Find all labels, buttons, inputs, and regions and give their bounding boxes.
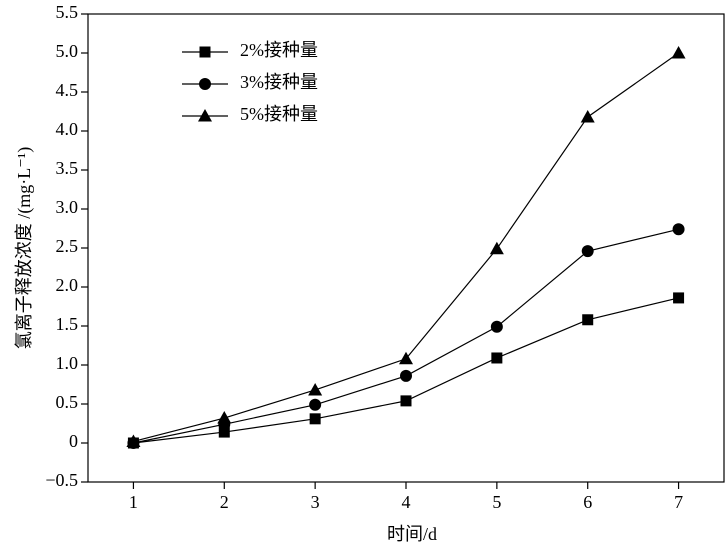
y-tick-label: 5.5 (56, 2, 79, 22)
marker (581, 245, 594, 258)
marker (309, 413, 321, 425)
y-tick-label: 0 (69, 431, 78, 451)
legend-label: 2%接种量 (240, 40, 318, 60)
x-axis-label: 时间/d (387, 524, 437, 544)
marker (218, 426, 230, 438)
y-tick-label: −0.5 (45, 470, 78, 490)
legend-label: 5%接种量 (240, 104, 318, 124)
series-line (133, 52, 679, 443)
legend-marker (199, 46, 211, 58)
x-tick-label: 6 (583, 492, 592, 512)
y-tick-label: 3.5 (56, 158, 79, 178)
legend-marker (199, 78, 211, 90)
marker (671, 46, 686, 59)
marker (399, 351, 413, 365)
marker (673, 292, 685, 304)
x-tick-label: 4 (402, 492, 411, 512)
y-axis-label: 氯离子释放浓度 /(mg·L⁻¹) (14, 147, 35, 349)
marker (582, 314, 594, 326)
marker (308, 382, 323, 396)
y-tick-label: 2.5 (56, 236, 79, 256)
marker (489, 241, 504, 255)
x-tick-label: 3 (311, 492, 320, 512)
y-tick-label: 1.0 (56, 353, 79, 373)
marker (491, 352, 503, 364)
y-tick-label: 2.0 (56, 275, 79, 295)
marker (672, 223, 685, 236)
series-line (133, 228, 679, 444)
marker (580, 109, 595, 123)
legend-label: 3%接种量 (240, 72, 318, 92)
y-tick-label: 0.5 (56, 392, 79, 412)
marker (217, 411, 232, 424)
y-tick-label: 5.0 (56, 41, 79, 61)
x-tick-label: 2 (220, 492, 229, 512)
y-tick-label: 3.0 (56, 197, 79, 217)
x-tick-label: 5 (492, 492, 501, 512)
marker (400, 395, 412, 407)
marker (309, 398, 322, 411)
x-tick-label: 1 (129, 492, 138, 512)
marker (400, 369, 412, 382)
x-tick-label: 7 (674, 492, 683, 512)
marker (126, 434, 141, 447)
y-tick-label: 4.0 (56, 119, 79, 139)
marker (490, 320, 503, 333)
y-tick-label: 1.5 (56, 314, 79, 334)
y-tick-label: 4.5 (56, 80, 79, 100)
legend-marker (198, 109, 212, 122)
